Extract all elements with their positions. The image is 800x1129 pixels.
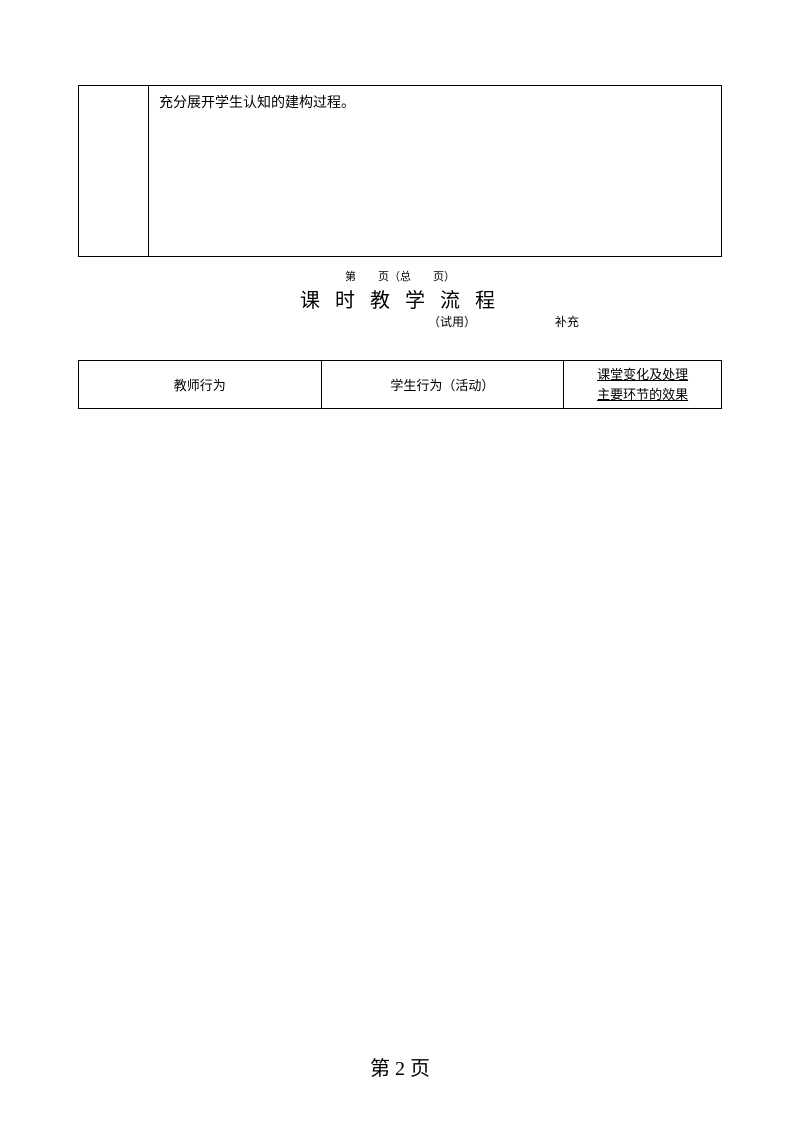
page-footer: 第 2 页 [0, 1052, 800, 1081]
page-number-header: 第 页（总 页） [0, 268, 800, 284]
table-header-teacher: 教师行为 [79, 361, 322, 409]
top-box-text: 充分展开学生认知的建构过程。 [159, 96, 355, 111]
table-header-effect: 课堂变化及处理 主要环节的效果 [564, 361, 722, 409]
top-box-left-cell [79, 86, 149, 256]
top-box-right-cell: 充分展开学生认知的建构过程。 [149, 86, 721, 256]
table-header-student: 学生行为（活动） [321, 361, 564, 409]
section-title: 课 时 教 学 流 程 [0, 284, 800, 313]
table-row: 教师行为 学生行为（活动） 课堂变化及处理 主要环节的效果 [79, 361, 722, 409]
top-content-box: 充分展开学生认知的建构过程。 [78, 85, 722, 257]
effect-line2: 主要环节的效果 [572, 385, 713, 405]
teaching-flow-table: 教师行为 学生行为（活动） 课堂变化及处理 主要环节的效果 [78, 360, 722, 409]
effect-line1: 课堂变化及处理 [572, 365, 713, 385]
trial-label: （试用） [428, 313, 476, 330]
supplement-label: 补充 [555, 313, 579, 330]
